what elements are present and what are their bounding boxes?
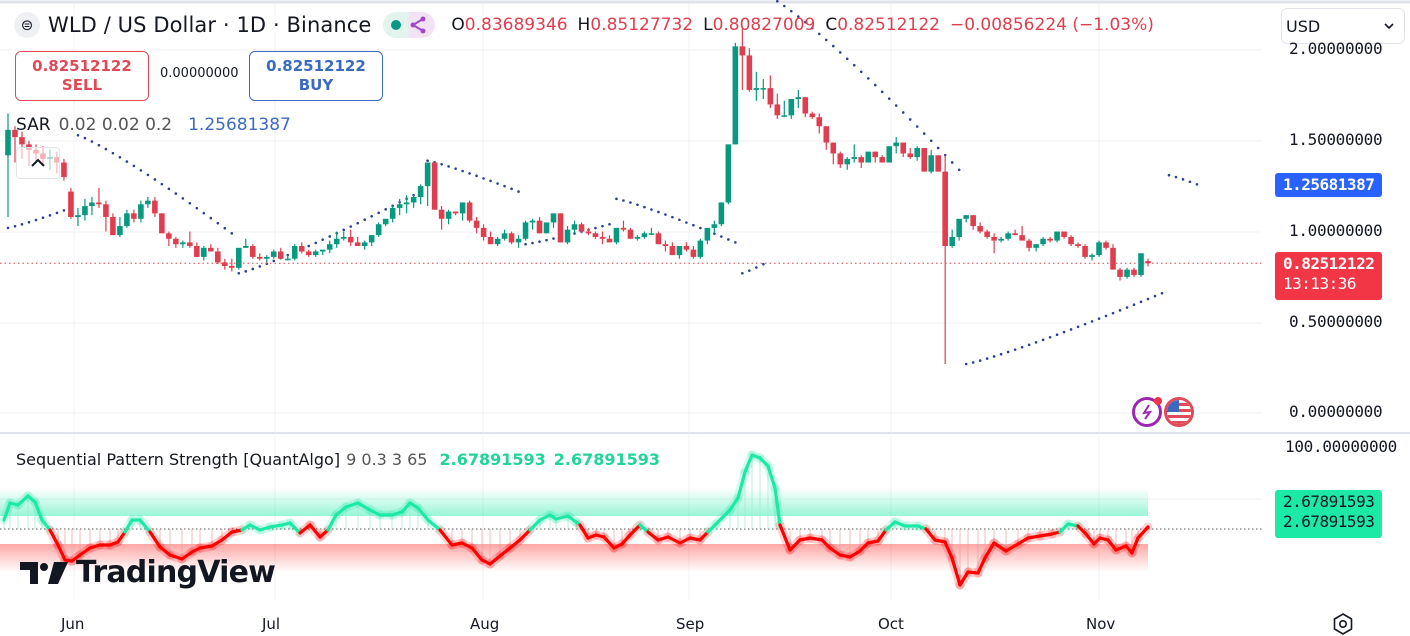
time-axis-label: Aug <box>470 615 500 633</box>
price-axis-label: 1.00000000 <box>1289 221 1383 240</box>
time-axis-label: Jul <box>262 615 281 633</box>
buy-button[interactable]: 0.82512122 BUY <box>249 51 383 101</box>
tradingview-logo-text: TradingView <box>76 555 276 590</box>
bar-countdown: 13:13:36 <box>1283 274 1357 293</box>
time-axis-label: Nov <box>1086 615 1116 633</box>
indicator-value-2: 2.67891593 <box>553 450 661 469</box>
low-label: L <box>703 15 713 35</box>
symbol-title[interactable]: WLD / US Dollar · 1D · Binance <box>48 13 372 37</box>
sar-legend[interactable]: SAR 0.02 0.02 0.2 1.25681387 <box>16 115 291 135</box>
sar-name: SAR <box>16 115 51 135</box>
indicator-params: 9 0.3 3 65 <box>346 450 428 469</box>
price-axis-label: 1.50000000 <box>1289 130 1383 149</box>
indicator-series <box>0 450 1262 590</box>
high-label: H <box>577 15 591 35</box>
time-axis-label: Sep <box>676 615 705 633</box>
indicator-name: Sequential Pattern Strength [QuantAlgo] <box>16 450 341 469</box>
time-axis-label: Jun <box>61 615 85 633</box>
sell-button[interactable]: 0.82512122 SELL <box>15 51 149 101</box>
buy-price: 0.82512122 <box>266 57 366 75</box>
price-axis-label: 2.00000000 <box>1289 39 1383 58</box>
currency-select[interactable]: USD <box>1281 8 1405 44</box>
indicator-tag-1: 2.67891593 <box>1283 492 1375 511</box>
sar-value: 1.25681387 <box>188 115 291 135</box>
currency-value: USD <box>1286 16 1321 36</box>
indicator-value-tag: 2.67891593 2.67891593 <box>1275 490 1383 538</box>
event-icons <box>1132 397 1194 427</box>
low-value: 0.80827009 <box>712 15 816 35</box>
share-network-icon <box>410 16 426 34</box>
market-open-dot-icon <box>391 20 402 30</box>
chevron-down-icon <box>1384 23 1394 29</box>
lightning-event-icon[interactable] <box>1132 397 1162 427</box>
candlestick-series <box>5 28 1151 364</box>
tradingview-logo-icon <box>20 561 68 584</box>
open-label: O <box>451 15 465 35</box>
chart-settings-icon[interactable] <box>1332 613 1354 635</box>
indicator-axis-top: 100.00000000 <box>1285 437 1397 456</box>
high-value: 0.85127732 <box>590 15 694 35</box>
sell-label: SELL <box>61 76 103 94</box>
us-flag-economic-event-icon[interactable] <box>1164 397 1194 427</box>
indicator-value-1: 2.67891593 <box>439 450 546 469</box>
status-pill[interactable] <box>383 12 436 38</box>
close-label: C <box>825 15 838 35</box>
sell-price: 0.82512122 <box>32 57 132 75</box>
price-axis-label: 0.50000000 <box>1289 312 1383 331</box>
sar-dots <box>6 0 1199 366</box>
collapse-legend-button[interactable] <box>16 147 60 179</box>
symbol-header: ⊜ WLD / US Dollar · 1D · Binance O0.8368… <box>14 10 1154 40</box>
sar-price-tag: 1.25681387 <box>1275 173 1383 197</box>
last-price-tag: 0.82512122 13:13:36 <box>1275 252 1383 300</box>
spread-value: 0.00000000 <box>160 66 239 81</box>
last-price: 0.82512122 <box>1283 254 1375 273</box>
chevron-up-icon <box>31 158 45 167</box>
price-change: −0.00856224 (−1.03%) <box>949 15 1154 35</box>
buy-label: BUY <box>298 76 334 94</box>
close-value: 0.82512122 <box>837 15 940 35</box>
time-axis-label: Oct <box>878 615 904 633</box>
price-axis-label: 0.00000000 <box>1289 402 1383 421</box>
worldcoin-logo-icon[interactable]: ⊜ <box>14 12 40 38</box>
sar-params: 0.02 0.02 0.2 <box>58 115 173 135</box>
indicator-legend[interactable]: Sequential Pattern Strength [QuantAlgo] … <box>16 450 660 469</box>
open-value: 0.83689346 <box>464 15 568 35</box>
indicator-tag-2: 2.67891593 <box>1283 512 1375 531</box>
ohlc-values: O0.83689346 H0.85127732 L0.80827009 C0.8… <box>451 15 1153 35</box>
tradingview-logo[interactable]: TradingView <box>20 555 276 590</box>
